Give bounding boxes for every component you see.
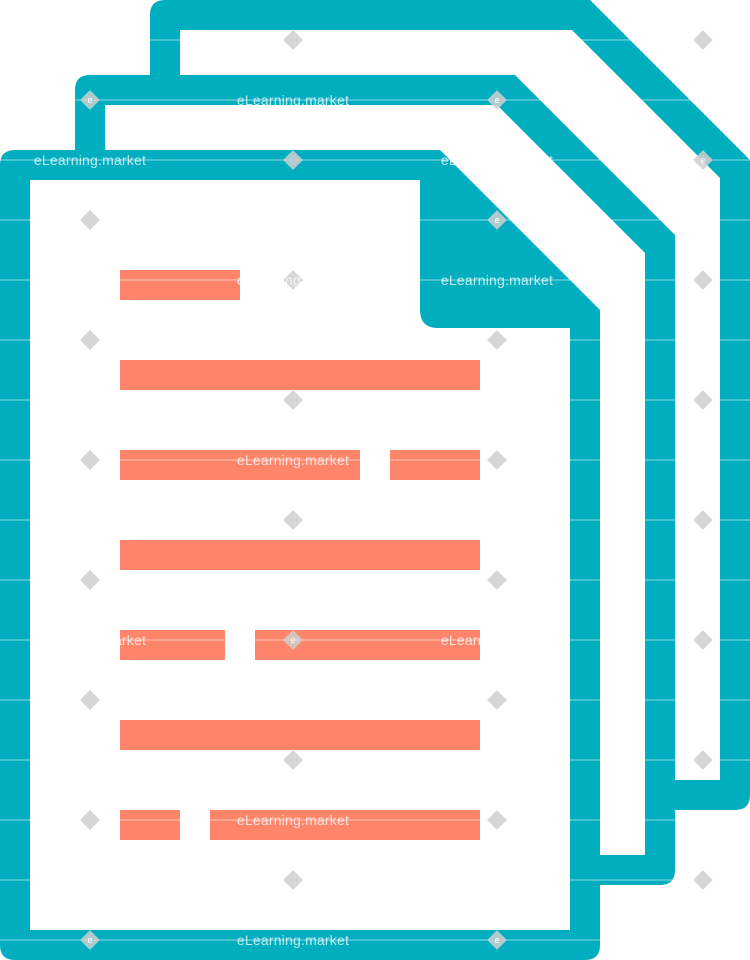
watermark-diamond-icon — [283, 270, 303, 290]
watermark-diamond-icon — [487, 90, 507, 110]
watermark-text: eLearning.market — [237, 812, 349, 828]
watermark-e-mark: e — [290, 635, 295, 645]
watermark-text: eLearning.market — [237, 92, 349, 108]
watermark-diamond-icon — [80, 450, 100, 470]
text-line — [120, 540, 480, 570]
watermark-text: eLearning.market — [237, 452, 349, 468]
watermark-e-mark: e — [87, 95, 92, 105]
watermark-e-mark: e — [494, 935, 499, 945]
text-line — [120, 360, 480, 390]
text-line — [120, 270, 240, 300]
watermark-diamond-icon — [487, 210, 507, 230]
watermark-e-mark: e — [87, 935, 92, 945]
watermark-e-mark: e — [494, 95, 499, 105]
watermark-diamond-icon — [487, 810, 507, 830]
watermark-diamond-icon — [487, 330, 507, 350]
text-line — [120, 810, 180, 840]
watermark-diamond-icon — [283, 30, 303, 50]
watermark-diamond-icon — [693, 390, 713, 410]
watermark-diamond-icon — [283, 390, 303, 410]
watermark-text: eLearning.market — [237, 932, 349, 948]
document-text-lines — [120, 270, 480, 840]
watermark-text: eLearning.market — [441, 152, 553, 168]
watermark-diamond-icon — [693, 750, 713, 770]
watermark-diamond-icon — [283, 150, 303, 170]
text-line — [210, 810, 480, 840]
watermark-diamond-icon — [283, 870, 303, 890]
watermark-diamond-icon — [693, 30, 713, 50]
watermark-e-mark: e — [700, 155, 705, 165]
text-line — [390, 450, 480, 480]
text-line — [120, 720, 480, 750]
watermark-diamond-icon — [693, 870, 713, 890]
watermark-diamond-icon — [693, 630, 713, 650]
watermark-diamond-icon — [80, 90, 100, 110]
watermark-text: eLearning.market — [34, 152, 146, 168]
watermark-diamond-icon — [283, 510, 303, 530]
text-line — [120, 450, 360, 480]
watermark-diamond-icon — [487, 690, 507, 710]
watermark-e-mark: e — [494, 215, 499, 225]
watermark-diamond-icon — [80, 330, 100, 350]
watermark-diamond-icon — [283, 750, 303, 770]
watermark-diamond-icon — [487, 450, 507, 470]
watermark-text: eLearning.market — [441, 632, 553, 648]
watermark-text: eLearning.market — [34, 632, 146, 648]
watermark-text: eLearning.market — [237, 272, 349, 288]
watermark-diamond-icon — [487, 930, 507, 950]
watermark-text: eLearning.market — [441, 272, 553, 288]
watermark-diamond-icon — [693, 510, 713, 530]
watermark-diamond-icon — [283, 630, 303, 650]
text-line — [120, 630, 225, 660]
watermark-diamond-icon — [80, 210, 100, 230]
watermark-diamond-icon — [487, 570, 507, 590]
watermark-layer: eLearning.market eLearning.market eLearnin… — [0, 30, 750, 950]
watermark-diamond-icon — [693, 270, 713, 290]
